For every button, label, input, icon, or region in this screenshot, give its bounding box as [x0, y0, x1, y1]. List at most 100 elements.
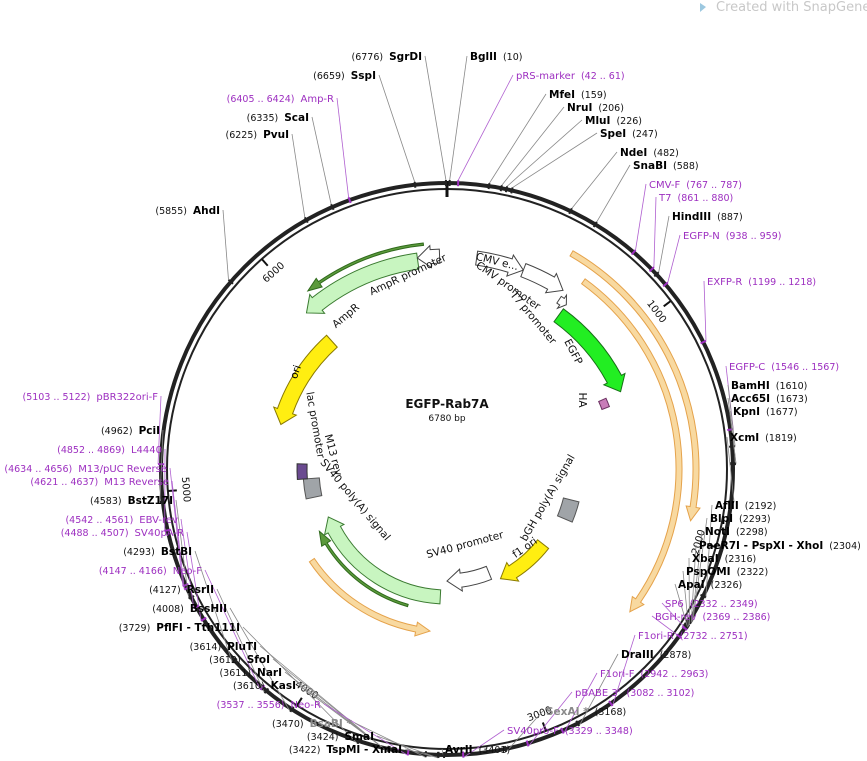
site-marker	[231, 657, 238, 664]
primer-label: F1ori-F (2942 .. 2963)	[600, 669, 708, 680]
site-position: (159)	[581, 90, 607, 101]
feature	[305, 252, 420, 314]
site-name: CMV-F	[649, 180, 680, 191]
primer-label: (5103 .. 5122) pBR322ori-F	[23, 392, 159, 403]
enzyme-label: (3612) SfoI	[209, 654, 270, 666]
site-position: (938 .. 959)	[726, 231, 782, 242]
site-name: SP6	[665, 599, 684, 610]
site-name: BsaBI *	[310, 718, 353, 730]
leader-line	[489, 93, 547, 184]
leader-line	[651, 615, 682, 639]
site-name: XcmI	[730, 432, 759, 444]
feature-label: lac promoter	[303, 391, 327, 460]
leader-line	[180, 518, 195, 609]
leader-line	[612, 634, 636, 707]
site-position: (2316)	[725, 554, 757, 565]
leader-line	[229, 607, 291, 713]
site-position: (3612)	[209, 655, 241, 666]
site-marker	[200, 616, 207, 622]
site-marker	[700, 339, 707, 345]
site-position: (4583)	[90, 496, 122, 507]
feature	[302, 477, 323, 500]
site-marker	[188, 595, 195, 600]
enzyme-label: PspOMI (2322)	[686, 566, 768, 578]
primer-label: (3537 .. 3556) Neo-R	[217, 700, 321, 711]
enzyme-label: MfeI (159)	[549, 89, 607, 101]
site-position: (2304)	[829, 541, 861, 552]
site-position: (4852 .. 4869)	[57, 445, 125, 456]
ring-tick	[706, 543, 717, 549]
enzyme-label: ApaI (2326)	[678, 579, 742, 591]
site-name: SgrDI	[389, 51, 422, 63]
site-name: PaeR7I - PspXI - XhoI	[699, 540, 823, 552]
leader-line	[378, 74, 416, 182]
site-position: (4008)	[152, 604, 184, 615]
site-name: SV40pA-R	[135, 528, 184, 539]
primer-label: (4852 .. 4869) L4440	[57, 445, 162, 456]
enzyme-label: NdeI (482)	[620, 147, 679, 159]
site-name: NotI	[705, 526, 730, 538]
feature	[499, 539, 550, 582]
primer-label: (4634 .. 4656) M13/pUC Reverse	[4, 464, 167, 475]
site-position: (4962)	[101, 426, 133, 437]
feature	[296, 463, 308, 480]
site-name: Amp-R	[301, 94, 335, 105]
site-marker	[164, 528, 171, 532]
site-marker	[700, 593, 707, 599]
ring-tick-label: 6000	[261, 260, 287, 285]
site-position: (2878)	[660, 650, 692, 661]
ring-tick-label: 5000	[179, 477, 192, 503]
leader-line	[175, 499, 190, 599]
site-name: F1ori-R	[638, 631, 674, 642]
leader-line	[457, 74, 514, 181]
ring-tick	[261, 258, 269, 267]
site-position: (2192)	[745, 501, 777, 512]
enzyme-label: BglII (10)	[470, 51, 522, 63]
site-position: (3424)	[307, 732, 339, 743]
primer-label: (4542 .. 4561) EBV-rev	[65, 515, 178, 526]
site-name: BglII	[470, 51, 497, 63]
enzyme-label: AflII (2192)	[715, 500, 776, 512]
enzyme-label: HindIII (887)	[672, 211, 743, 223]
site-position: (6659)	[313, 71, 345, 82]
primer-label: BGH-rev (2369 .. 2386)	[655, 612, 770, 623]
site-marker	[575, 720, 580, 727]
enzyme-label: (3611) NarI	[219, 667, 282, 679]
enzyme-label: SnaBI (588)	[633, 160, 699, 172]
leader-line	[682, 570, 689, 628]
leader-line	[703, 280, 707, 341]
enzyme-label: (3422) TspMI - XmaI	[289, 744, 402, 756]
site-position: (1610)	[776, 381, 808, 392]
site-position: (206)	[598, 103, 624, 114]
site-position: (3401)	[479, 745, 511, 756]
feature-label: SV40 promoter	[425, 529, 505, 561]
site-marker	[682, 624, 689, 630]
leader-line	[596, 164, 631, 223]
leader-line	[578, 653, 619, 727]
site-name: EXFP-R	[707, 277, 742, 288]
site-position: (5855)	[155, 206, 187, 217]
primer-label: pBABE 3' (3082 .. 3102)	[575, 688, 694, 699]
leader-line	[216, 588, 265, 694]
site-name: Acc65I	[731, 393, 770, 405]
site-position: (1199 .. 1218)	[748, 277, 816, 288]
site-marker	[685, 619, 692, 625]
leader-line	[291, 133, 306, 218]
site-position: (2332 .. 2349)	[690, 599, 758, 610]
primer-label: (4488 .. 4507) SV40pA-R	[61, 528, 184, 539]
site-marker	[728, 500, 735, 504]
ring-tick	[296, 697, 303, 706]
site-marker	[592, 221, 598, 228]
site-position: (2293)	[739, 514, 771, 525]
site-name: BstBI	[161, 546, 192, 558]
site-name: EBV-rev	[139, 515, 178, 526]
primer-label: EXFP-R (1199 .. 1218)	[707, 277, 816, 288]
enzyme-label: (6225) PvuI	[225, 129, 289, 141]
leader-line	[186, 531, 202, 621]
leader-line	[726, 436, 735, 503]
site-position: (3611)	[219, 668, 251, 679]
site-position: (482)	[653, 148, 679, 159]
site-position: (887)	[717, 212, 743, 223]
site-position: (3082 .. 3102)	[627, 688, 695, 699]
site-marker	[504, 186, 509, 193]
